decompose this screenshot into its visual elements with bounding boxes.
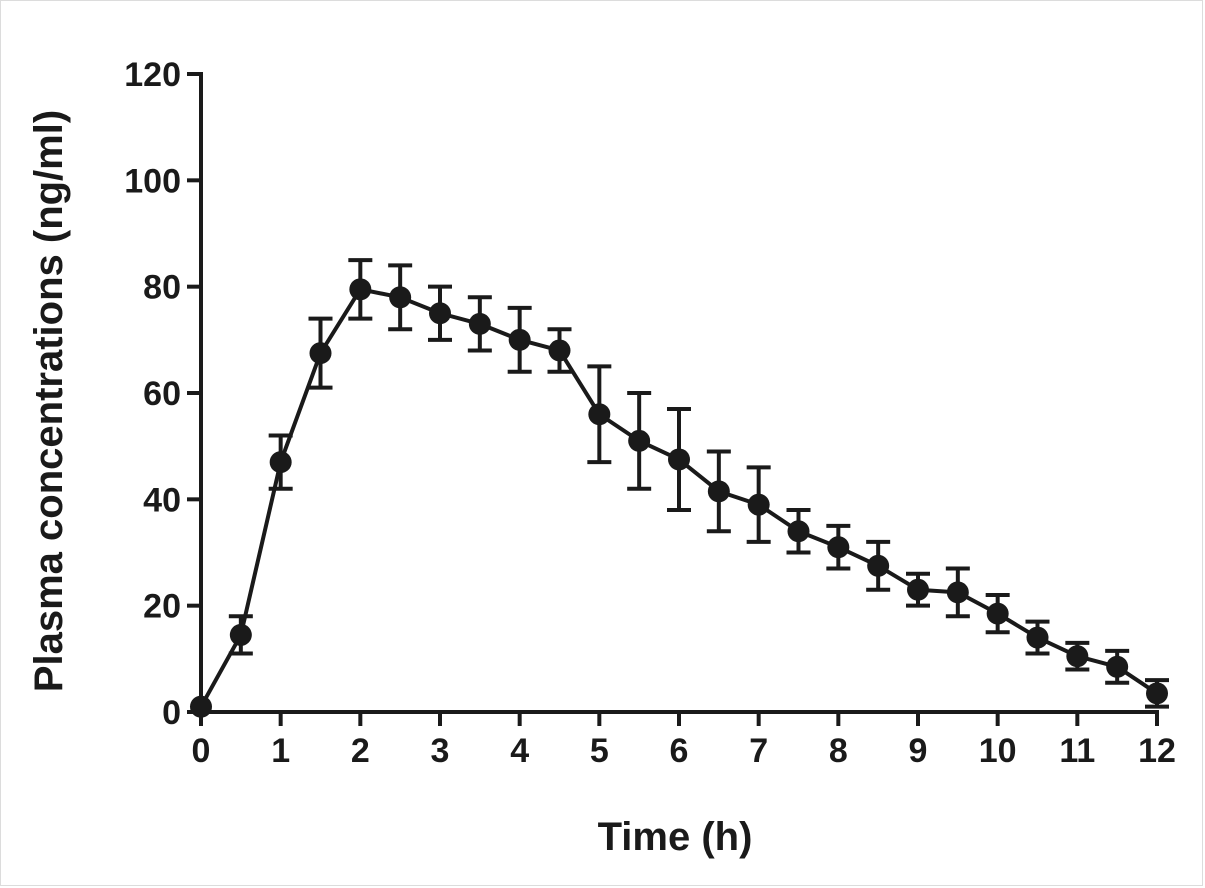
data-point xyxy=(628,429,651,452)
data-point xyxy=(707,480,730,503)
data-point xyxy=(588,403,611,426)
x-axis-ticks: 0 1 2 3 4 5 6 7 8 9 10 11 12 xyxy=(192,712,1176,770)
x-tick-label: 7 xyxy=(749,732,768,770)
data-point xyxy=(747,493,770,516)
data-point xyxy=(1066,645,1089,668)
x-tick-label: 4 xyxy=(510,732,529,770)
data-point xyxy=(429,302,451,325)
data-point xyxy=(1026,626,1049,649)
data-point xyxy=(668,448,690,471)
x-tick-label: 1 xyxy=(271,732,290,770)
data-point xyxy=(827,536,850,559)
x-tick-label: 11 xyxy=(1059,732,1095,770)
data-point xyxy=(508,328,531,351)
data-point xyxy=(986,602,1009,625)
data-point xyxy=(468,312,491,335)
data-point xyxy=(1146,682,1168,705)
x-tick-label: 6 xyxy=(670,732,689,770)
y-tick-label: 20 xyxy=(143,588,181,626)
y-axis-title: Plasma concentrations (ng/ml) xyxy=(27,110,71,692)
y-tick-label: 0 xyxy=(162,694,181,732)
x-tick-label: 12 xyxy=(1138,732,1176,770)
data-point xyxy=(787,520,810,543)
data-point xyxy=(867,554,890,577)
x-axis-title: Time (h) xyxy=(598,815,753,859)
data-point xyxy=(1106,655,1129,678)
x-tick-label: 5 xyxy=(590,732,609,770)
x-tick-label: 9 xyxy=(909,732,928,770)
y-tick-label: 40 xyxy=(143,481,181,519)
data-point xyxy=(309,342,332,365)
y-tick-label: 120 xyxy=(124,56,181,94)
y-tick-label: 100 xyxy=(124,162,181,200)
x-tick-label: 0 xyxy=(192,732,211,770)
data-point xyxy=(349,278,372,301)
data-point xyxy=(907,578,929,601)
x-tick-label: 8 xyxy=(829,732,848,770)
data-point xyxy=(269,451,292,474)
x-tick-label: 2 xyxy=(351,732,370,770)
series-layer xyxy=(190,258,1169,718)
data-point xyxy=(946,581,969,604)
data-point xyxy=(190,695,212,718)
data-point xyxy=(229,623,252,646)
y-axis-ticks: 0 20 40 60 80 100 120 xyxy=(124,56,201,732)
x-tick-label: 10 xyxy=(979,732,1017,770)
y-tick-label: 60 xyxy=(143,375,181,413)
x-tick-label: 3 xyxy=(431,732,450,770)
y-tick-label: 80 xyxy=(143,269,181,307)
data-point xyxy=(389,286,412,309)
data-point xyxy=(548,339,571,362)
